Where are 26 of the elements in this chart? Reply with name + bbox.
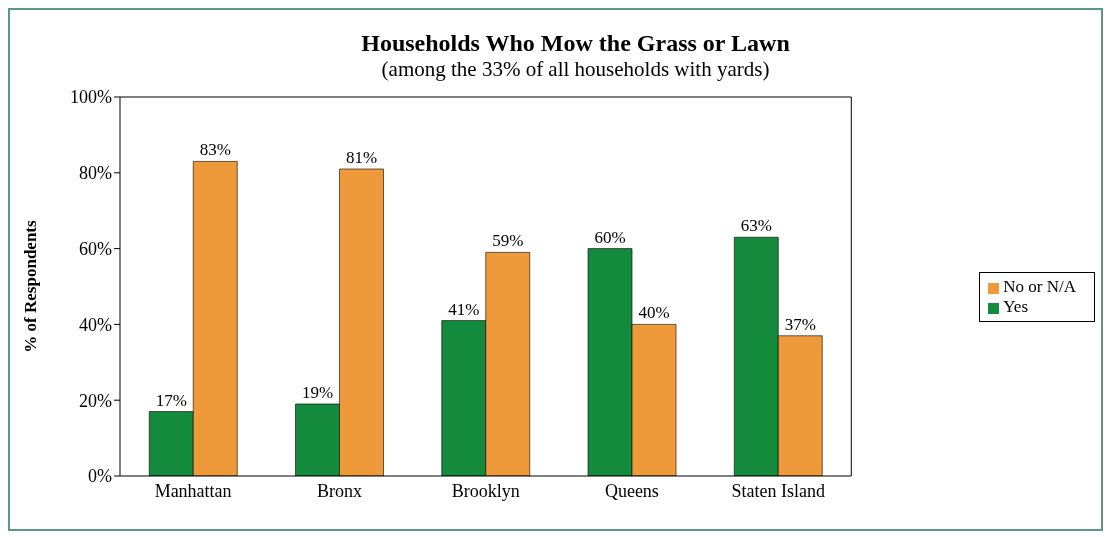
y-tick-label: 40% — [79, 314, 112, 335]
y-tick-label: 100% — [70, 87, 112, 108]
chart-title: Households Who Mow the Grass or Lawn — [360, 30, 791, 57]
chart-subtitle: (among the 33% of all households with yards) — [380, 57, 771, 82]
x-tick-label: Brooklyn — [451, 480, 520, 501]
data-label: 83% — [199, 140, 231, 160]
x-tick-label: Manhattan — [154, 480, 232, 501]
data-label: 40% — [638, 303, 670, 323]
data-label: 59% — [492, 231, 524, 251]
x-tick-label: Staten Island — [731, 480, 825, 501]
y-axis-title: % of Respondents — [21, 220, 41, 353]
x-tick-label: Bronx — [316, 480, 362, 501]
y-tick-label: 0% — [88, 466, 112, 487]
data-label: 37% — [784, 314, 816, 334]
data-label: 17% — [155, 390, 187, 410]
data-label: 81% — [345, 148, 378, 168]
data-label: 19% — [301, 382, 334, 402]
data-label: 41% — [448, 299, 480, 319]
y-tick-label: 60% — [79, 238, 112, 259]
data-label: 60% — [594, 227, 626, 247]
y-tick-label: 80% — [79, 163, 112, 184]
x-tick-label: Queens — [604, 480, 659, 501]
data-label: 63% — [740, 216, 772, 236]
legend-label: Yes — [1003, 297, 1029, 316]
legend-label: No or N/A — [1003, 277, 1076, 296]
y-tick-label: 20% — [79, 390, 112, 411]
